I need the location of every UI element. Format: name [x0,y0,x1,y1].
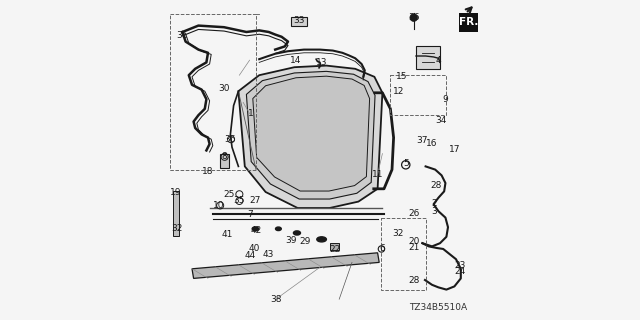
Polygon shape [330,243,339,250]
Polygon shape [416,46,440,69]
Polygon shape [220,154,229,168]
Text: 11: 11 [372,170,383,179]
Text: 39: 39 [285,236,296,245]
Text: 43: 43 [262,250,274,259]
Text: 42: 42 [251,226,262,235]
Polygon shape [246,71,375,199]
Polygon shape [253,76,370,191]
Text: 38: 38 [270,295,282,304]
Text: 9: 9 [442,95,447,104]
Text: 12: 12 [393,87,404,96]
Text: 26: 26 [409,209,420,218]
Text: 24: 24 [454,267,466,276]
Bar [170,14,256,170]
Text: 19: 19 [170,188,182,196]
Text: 40: 40 [249,244,260,252]
Polygon shape [291,17,307,26]
Circle shape [410,14,417,21]
Text: 22: 22 [330,245,340,254]
Text: 20: 20 [408,237,419,246]
Text: 1: 1 [248,109,254,118]
Text: 15: 15 [396,72,407,81]
Text: 35: 35 [234,196,245,205]
Text: 28: 28 [430,181,442,190]
Text: 27: 27 [250,196,261,204]
Text: 13: 13 [316,58,327,67]
Text: 36: 36 [409,13,420,22]
Text: 17: 17 [449,145,460,154]
Bar [460,13,479,32]
Text: 37: 37 [417,136,428,145]
Text: 14: 14 [291,56,301,65]
Text: 36: 36 [225,135,236,144]
Text: 10: 10 [214,201,225,210]
Polygon shape [239,66,383,208]
Text: 41: 41 [221,230,233,239]
Text: 4: 4 [436,56,441,65]
Text: 21: 21 [408,243,419,252]
Polygon shape [192,253,380,278]
Text: 28: 28 [409,276,420,285]
Text: 25: 25 [223,190,234,199]
Text: 7: 7 [247,210,252,219]
Text: 33: 33 [294,16,305,25]
Text: 44: 44 [245,251,256,260]
Text: 32: 32 [393,229,404,238]
Ellipse shape [317,237,326,242]
Text: 31: 31 [177,31,188,40]
Polygon shape [173,191,179,236]
Ellipse shape [294,231,301,235]
Text: 5: 5 [404,159,409,168]
Text: 16: 16 [426,139,437,148]
Text: 2: 2 [432,199,437,208]
Text: 18: 18 [202,167,214,176]
Bar [381,218,426,290]
Text: 8: 8 [221,152,227,161]
Text: 3: 3 [432,207,437,216]
Text: 32: 32 [172,224,183,233]
Text: 6: 6 [380,244,385,252]
Text: 34: 34 [435,116,447,125]
Text: TZ34B5510A: TZ34B5510A [410,303,467,312]
Ellipse shape [252,227,259,231]
Ellipse shape [275,227,282,230]
Text: 29: 29 [299,237,310,246]
Text: 23: 23 [454,261,466,270]
Text: 30: 30 [218,84,230,92]
Text: FR.: FR. [459,17,479,28]
Bar [390,75,447,115]
